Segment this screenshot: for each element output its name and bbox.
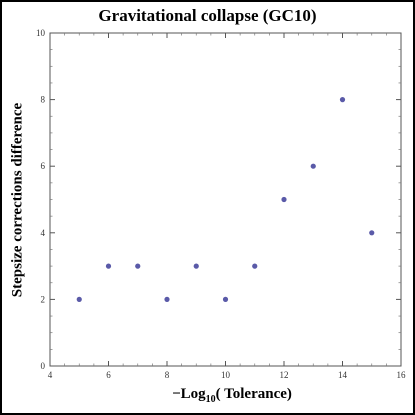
y-tick-label: 0 <box>41 361 46 371</box>
data-point <box>105 263 112 269</box>
y-tick-label: 6 <box>41 161 46 171</box>
x-tick-label: 16 <box>397 370 407 380</box>
data-point <box>339 97 346 103</box>
x-tick-label: 8 <box>165 370 170 380</box>
plot-area <box>49 32 402 367</box>
data-point <box>135 263 141 269</box>
x-tick-label: 14 <box>338 370 348 380</box>
data-point <box>222 296 229 302</box>
data-point <box>164 296 170 302</box>
data-point <box>193 263 199 269</box>
x-axis-label: −Log10( Tolerance) <box>172 386 292 405</box>
y-tick-label: 4 <box>41 228 46 238</box>
y-tick-label: 8 <box>41 95 46 105</box>
x-tick-label: 4 <box>48 370 53 380</box>
x-tick-label: 6 <box>106 370 111 380</box>
data-point <box>252 263 258 269</box>
chart-title: Gravitational collapse (GC10) <box>98 6 317 25</box>
x-tick-label: 10 <box>221 370 231 380</box>
x-tick-label: 12 <box>280 370 289 380</box>
data-point <box>310 163 316 169</box>
data-point <box>76 296 82 302</box>
y-tick-label: 10 <box>36 28 46 38</box>
data-point <box>369 230 375 236</box>
data-point <box>281 196 287 203</box>
y-tick-label: 2 <box>41 294 46 304</box>
